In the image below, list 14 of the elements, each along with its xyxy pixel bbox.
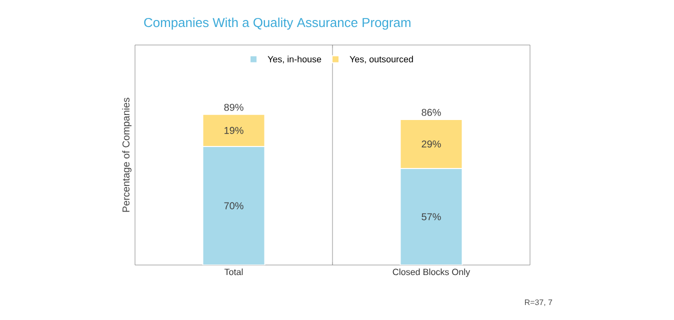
- x-tick-label: Closed Blocks Only: [392, 268, 470, 277]
- data-label: 19%: [224, 126, 244, 134]
- data-label: 29%: [422, 140, 441, 148]
- data-label: 57%: [422, 213, 441, 220]
- total-label: 89%: [224, 104, 244, 111]
- total-label: 86%: [422, 108, 441, 116]
- y-axis-title: Percentage of Companies: [122, 98, 132, 212]
- chart-title: Companies With a Quality Assurance Program: [144, 18, 410, 30]
- bar: [202, 146, 266, 265]
- legend-label: Yes, outsourced: [350, 56, 413, 64]
- legend-label: Yes, in-house: [268, 56, 322, 64]
- data-label: 70%: [224, 202, 244, 210]
- x-tick-label: Total: [224, 268, 243, 276]
- bar: [400, 168, 463, 265]
